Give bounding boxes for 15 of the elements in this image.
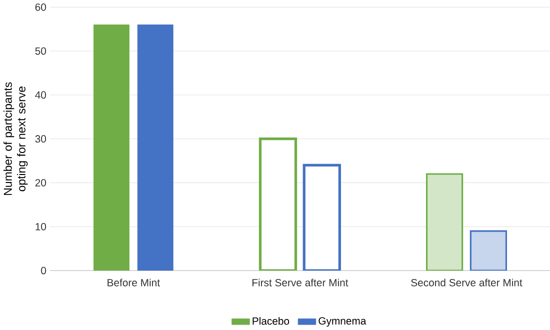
y-tick-label: 0 — [41, 266, 46, 274]
y-tick-label: 50 — [35, 47, 46, 55]
y-tick-label: 40 — [35, 91, 46, 98]
bar — [137, 24, 174, 270]
y-axis-title: Number of partcipants opting for next serve — [3, 82, 28, 195]
legend-label: Gymnema — [318, 317, 366, 326]
x-tick-label: First Serve after Mint — [252, 278, 348, 286]
y-tick-label: 20 — [35, 178, 46, 186]
y-tick-label: 10 — [36, 222, 46, 230]
x-tick-label: Before Mint — [108, 278, 160, 286]
legend-label: Placebo — [252, 316, 290, 325]
x-tick-label: Second Serve after Mint — [411, 278, 522, 286]
bar — [93, 24, 130, 270]
y-tick-label: 30 — [35, 135, 46, 142]
y-tick-label: 60 — [35, 3, 46, 11]
